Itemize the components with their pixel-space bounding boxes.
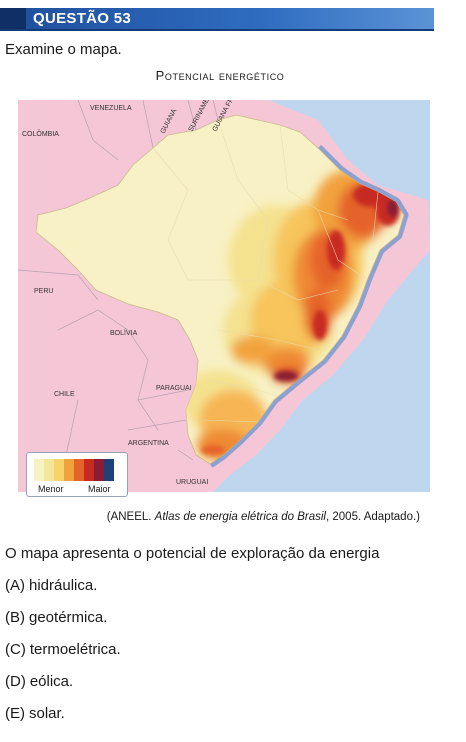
label-paraguai: PARAGUAI — [156, 385, 192, 392]
option-c[interactable]: (C) termoelétrica. — [5, 641, 121, 658]
legend-max-label: Maior — [88, 484, 111, 494]
option-a[interactable]: (A) hidráulica. — [5, 577, 97, 594]
map-legend: Menor Maior — [26, 452, 128, 497]
option-b[interactable]: (B) geotérmica. — [5, 609, 107, 626]
source-title: Atlas de energia elétrica do Brasil — [154, 511, 326, 523]
label-peru: PERU — [34, 288, 53, 295]
brazil-energy-map: VENEZUELA COLÔMBIA GUIANA SURINAME GUIAN… — [18, 100, 430, 492]
legend-swatch — [44, 459, 54, 481]
legend-color-scale — [34, 459, 114, 481]
country-borders — [18, 100, 219, 492]
legend-swatch — [34, 459, 44, 481]
label-bolivia: BOLÍVIA — [110, 328, 138, 337]
label-uruguai: URUGUAI — [176, 479, 208, 486]
option-letter: (D) — [5, 673, 26, 690]
question-stem: O mapa apresenta o potencial de exploraç… — [5, 545, 380, 562]
prompt-text: Examine o mapa. — [5, 41, 122, 58]
energy-potential-heatmap — [152, 119, 400, 461]
header-notch — [0, 8, 26, 29]
option-letter: (A) — [5, 577, 25, 594]
legend-swatch — [64, 459, 74, 481]
option-letter: (B) — [5, 609, 25, 626]
option-text: termoelétrica. — [29, 641, 121, 658]
source-citation: (ANEEL. Atlas de energia elétrica do Bra… — [0, 511, 420, 523]
option-e[interactable]: (E) solar. — [5, 705, 65, 722]
question-header-bar — [0, 8, 434, 31]
legend-swatch — [54, 459, 64, 481]
legend-swatch — [94, 459, 104, 481]
label-chile: CHILE — [54, 391, 75, 398]
legend-min-label: Menor — [38, 484, 64, 494]
legend-swatch — [104, 459, 114, 481]
legend-swatch — [84, 459, 94, 481]
option-text: eólica. — [29, 673, 74, 690]
question-number: QUESTÃO 53 — [33, 10, 132, 27]
map-title: Potencial energético — [155, 68, 285, 83]
option-letter: (C) — [5, 641, 26, 658]
label-argentina: ARGENTINA — [128, 440, 169, 447]
option-letter: (E) — [5, 705, 25, 722]
legend-swatch — [74, 459, 84, 481]
label-colombia: COLÔMBIA — [22, 129, 59, 138]
option-text: hidráulica. — [29, 577, 98, 594]
source-suffix: , 2005. Adaptado.) — [326, 511, 420, 523]
option-d[interactable]: (D) eólica. — [5, 673, 73, 690]
option-text: geotérmica. — [29, 609, 108, 626]
option-text: solar. — [29, 705, 65, 722]
source-prefix: (ANEEL. — [106, 511, 155, 523]
label-venezuela: VENEZUELA — [90, 105, 132, 112]
